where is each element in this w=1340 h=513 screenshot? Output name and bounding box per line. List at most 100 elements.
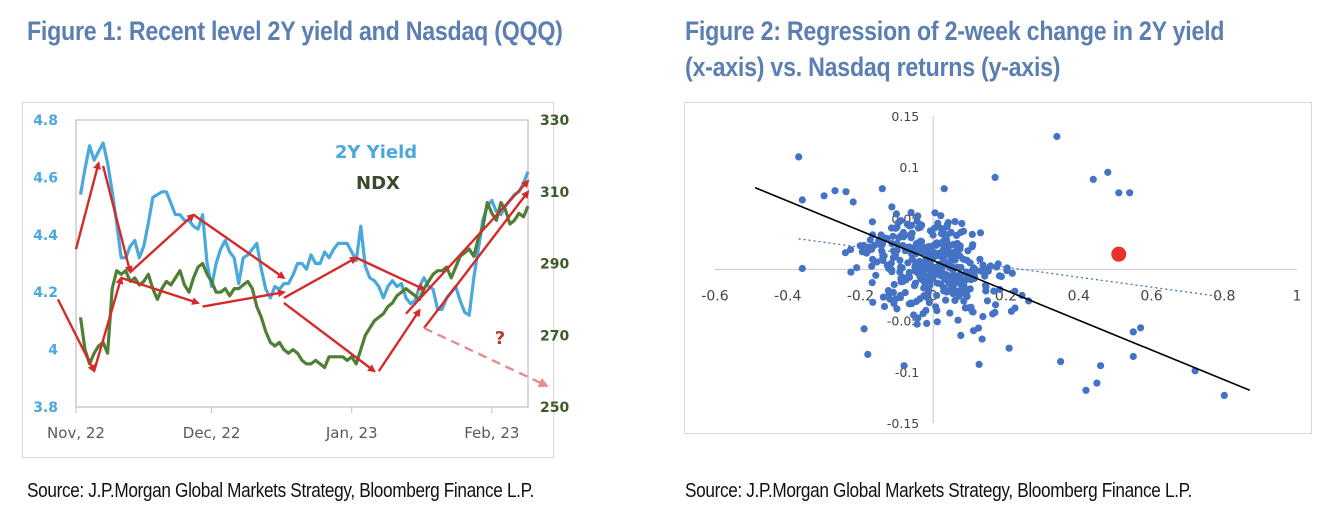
scatter-point xyxy=(954,316,962,324)
scatter-point xyxy=(968,243,976,251)
scatter-point xyxy=(1005,344,1013,352)
y-tick-label: -0.1 xyxy=(895,365,919,380)
scatter-point xyxy=(954,277,962,285)
trend-arrow xyxy=(283,302,376,373)
figure1-title: Figure 1: Recent level 2Y yield and Nasd… xyxy=(27,16,563,46)
scatter-point xyxy=(933,291,941,299)
scatter-point xyxy=(976,255,984,263)
scatter-point xyxy=(1008,269,1016,277)
scatter-point xyxy=(950,255,958,263)
trend-arrow xyxy=(423,190,530,329)
x-tick-label: 0 xyxy=(929,289,938,305)
scatter-point xyxy=(798,264,806,273)
scatter-point xyxy=(1104,168,1112,176)
scatter-point xyxy=(921,292,930,300)
scatter-point xyxy=(933,307,941,315)
scatter-point xyxy=(955,287,963,295)
scatter-point xyxy=(1057,358,1065,366)
scatter-point xyxy=(1097,362,1105,370)
scatter-point xyxy=(878,185,886,193)
scatter-point xyxy=(962,290,971,298)
scatter-point xyxy=(1220,391,1228,399)
trend-arrow xyxy=(192,213,286,279)
scatter-point xyxy=(990,287,998,295)
scatter-point xyxy=(933,270,941,278)
scatter-point xyxy=(841,249,850,257)
scatter-point xyxy=(900,233,908,241)
trend-arrow xyxy=(377,308,421,372)
trend-arrow xyxy=(56,298,96,373)
scatter-point xyxy=(879,293,888,301)
scatter-point xyxy=(922,265,930,274)
scatter-point xyxy=(981,272,989,280)
scatter-point xyxy=(873,258,881,266)
scatter-point xyxy=(959,227,968,235)
scatter-point xyxy=(887,259,895,267)
scatter-point xyxy=(820,192,828,200)
scatter-point xyxy=(872,271,880,279)
scatter-point xyxy=(943,231,951,239)
y-left-tick-label: 4.6 xyxy=(33,170,58,186)
scatter-point xyxy=(937,212,945,220)
legend-ndx: NDX xyxy=(356,173,400,194)
scatter-point xyxy=(1115,189,1123,197)
scatter-point xyxy=(904,259,912,267)
scatter-point xyxy=(926,281,934,289)
scatter-point xyxy=(906,231,914,239)
scatter-point xyxy=(946,309,954,317)
y-right-tick-label: 270 xyxy=(540,328,569,344)
scatter-point xyxy=(891,251,900,259)
scatter-point xyxy=(957,331,965,339)
scatter-point xyxy=(926,227,935,235)
figure1-frame xyxy=(22,102,554,458)
scatter-point xyxy=(868,279,876,287)
trend-arrow xyxy=(283,256,358,299)
scatter-point xyxy=(916,295,924,303)
scatter-point xyxy=(981,265,989,273)
x-tick-label: Feb, 23 xyxy=(464,424,519,442)
scatter-point xyxy=(940,274,948,282)
scatter-point xyxy=(869,298,877,306)
scatter-point xyxy=(914,314,922,322)
scatter-point xyxy=(911,263,919,271)
scatter-point xyxy=(965,304,973,312)
scatter-point xyxy=(900,362,908,370)
y-tick-label: -0.15 xyxy=(887,416,919,431)
scatter-point xyxy=(983,297,992,305)
scatter-point xyxy=(1011,304,1019,312)
scatter-point xyxy=(994,260,1002,268)
scatter-point xyxy=(1089,175,1097,183)
scatter-point xyxy=(849,198,857,206)
y-left-tick-label: 4.8 xyxy=(33,113,58,129)
regression-line xyxy=(754,186,1251,391)
scatter-point xyxy=(949,270,958,278)
scatter-point xyxy=(937,240,946,248)
scatter-point xyxy=(958,219,966,228)
scatter-point xyxy=(942,296,950,304)
scatter-point xyxy=(914,224,923,232)
scatter-point xyxy=(1053,132,1061,141)
scatter-point xyxy=(864,350,872,358)
scatter-point xyxy=(937,264,945,272)
scatter-point xyxy=(897,278,905,286)
scatter-point xyxy=(798,196,806,204)
trend-arrow xyxy=(101,165,133,275)
scatter-point xyxy=(992,301,1000,309)
scatter-point xyxy=(842,188,850,196)
scatter-point xyxy=(892,224,900,232)
trend-arrow xyxy=(92,275,124,372)
scatter-point xyxy=(860,241,868,250)
scatter-point xyxy=(1129,352,1137,361)
scatter-point xyxy=(934,219,942,227)
scatter-point xyxy=(933,318,941,326)
projected-trend-arrow xyxy=(423,326,549,388)
scatter-point xyxy=(912,240,920,248)
legend-2y-yield: 2Y Yield xyxy=(335,142,417,163)
y-left-tick-label: 3.8 xyxy=(33,400,58,416)
y-right-tick-label: 310 xyxy=(540,185,569,201)
scatter-point xyxy=(886,295,894,303)
scatter-point xyxy=(893,305,901,313)
scatter-point xyxy=(923,319,931,327)
scatter-point xyxy=(939,257,948,265)
